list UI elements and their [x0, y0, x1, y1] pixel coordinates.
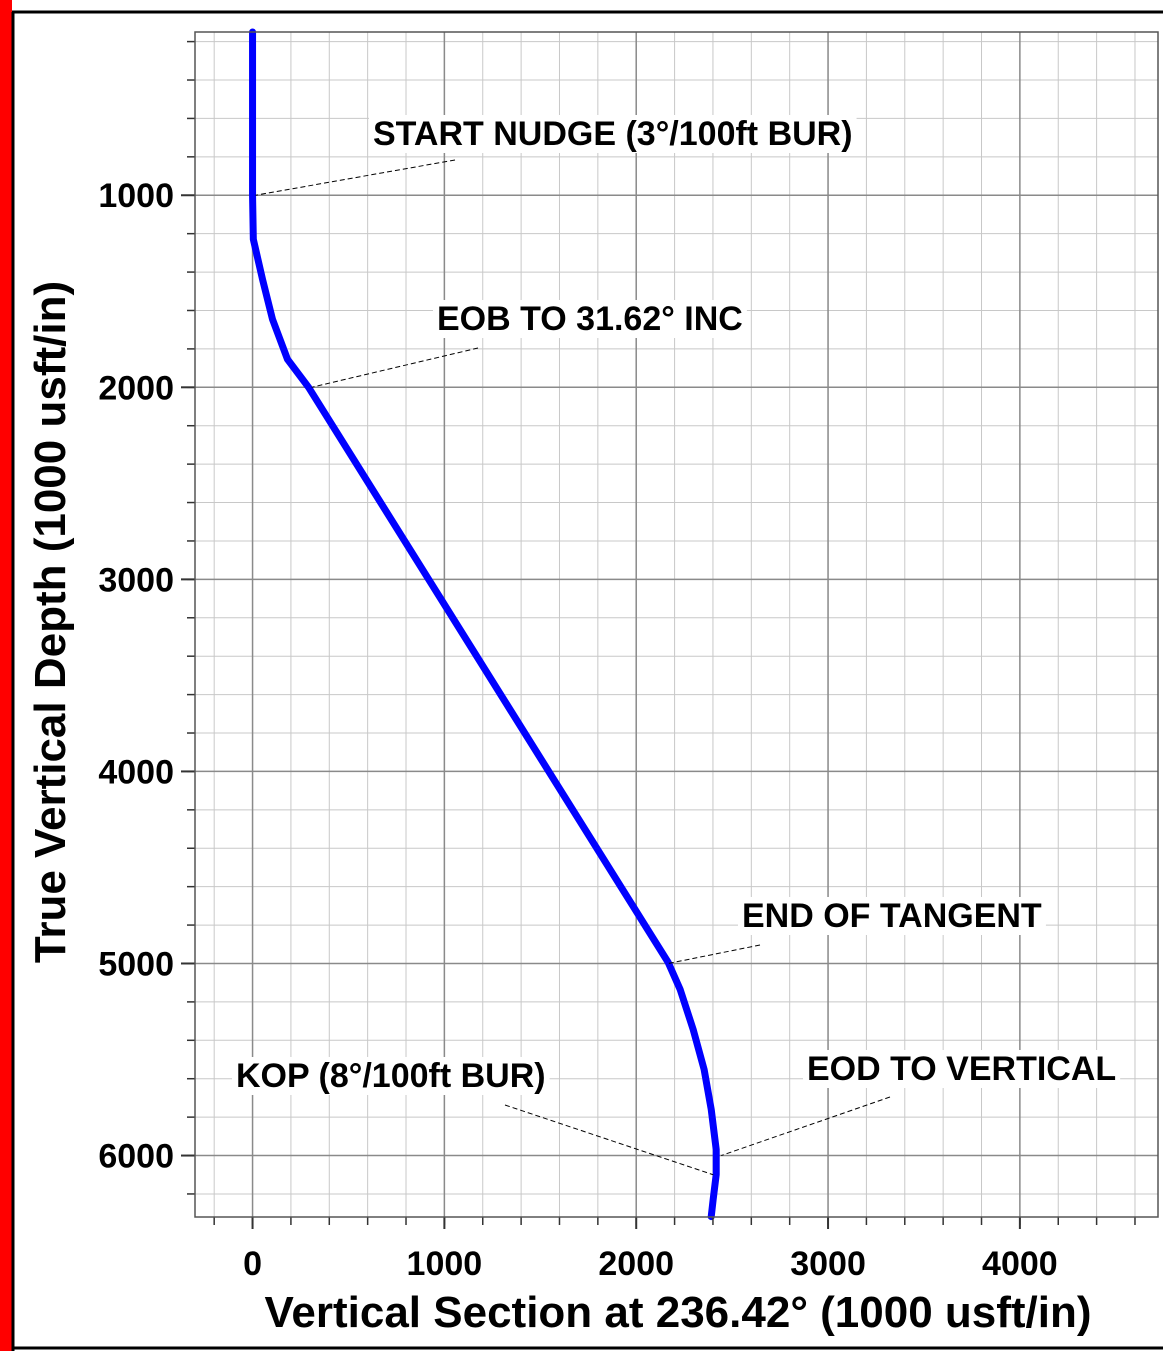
leader-line — [311, 347, 479, 388]
y-tick-label: 3000 — [98, 561, 174, 599]
leader-line — [255, 159, 456, 196]
plot — [249, 28, 720, 1221]
annotation-label: EOD TO VERTICAL — [807, 1050, 1116, 1088]
x-axis-label: Vertical Section at 236.42° (1000 usft/i… — [264, 1288, 1091, 1337]
annotation-bg — [433, 300, 747, 338]
grid — [195, 32, 1158, 1217]
annotation-bg — [232, 1057, 550, 1095]
y-tick-label: 1000 — [98, 177, 174, 215]
leader-line — [504, 1104, 714, 1176]
x-tick-label: 0 — [243, 1245, 262, 1283]
plot-frame — [194, 31, 1159, 1218]
annotation-bg — [803, 1050, 1121, 1088]
y-axis-label: True Vertical Depth (1000 usft/in) — [26, 281, 75, 963]
annotation-label: EOB TO 31.62° INC — [437, 300, 743, 338]
x-tick-label: 3000 — [790, 1245, 866, 1283]
annotation-label: END OF TANGENT — [742, 897, 1042, 935]
x-tick-label: 1000 — [407, 1245, 483, 1283]
annotation-label: START NUDGE (3°/100ft BUR) — [373, 115, 853, 153]
axes: 0 1000 2000 3000 4000 1000 2000 3000 4000 5000 600… — [98, 31, 1159, 1283]
leader-line — [721, 1096, 891, 1157]
x-tick-label: 2000 — [598, 1245, 674, 1283]
y-tick-label: 5000 — [98, 945, 174, 983]
x-tick-label: 4000 — [982, 1245, 1058, 1283]
well-path — [249, 28, 720, 1221]
annotations: START NUDGE (3°/100ft BUR) EOB TO 31.62° … — [232, 115, 1121, 1176]
annotation-bg — [738, 897, 1046, 935]
annotation-bg — [369, 115, 857, 153]
y-tick-label: 4000 — [98, 753, 174, 791]
side-bar — [0, 0, 12, 1351]
y-tick-label: 2000 — [98, 369, 174, 407]
y-tick-label: 6000 — [98, 1138, 174, 1176]
leader-line — [668, 944, 761, 964]
annotation-label: KOP (8°/100ft BUR) — [236, 1057, 546, 1095]
